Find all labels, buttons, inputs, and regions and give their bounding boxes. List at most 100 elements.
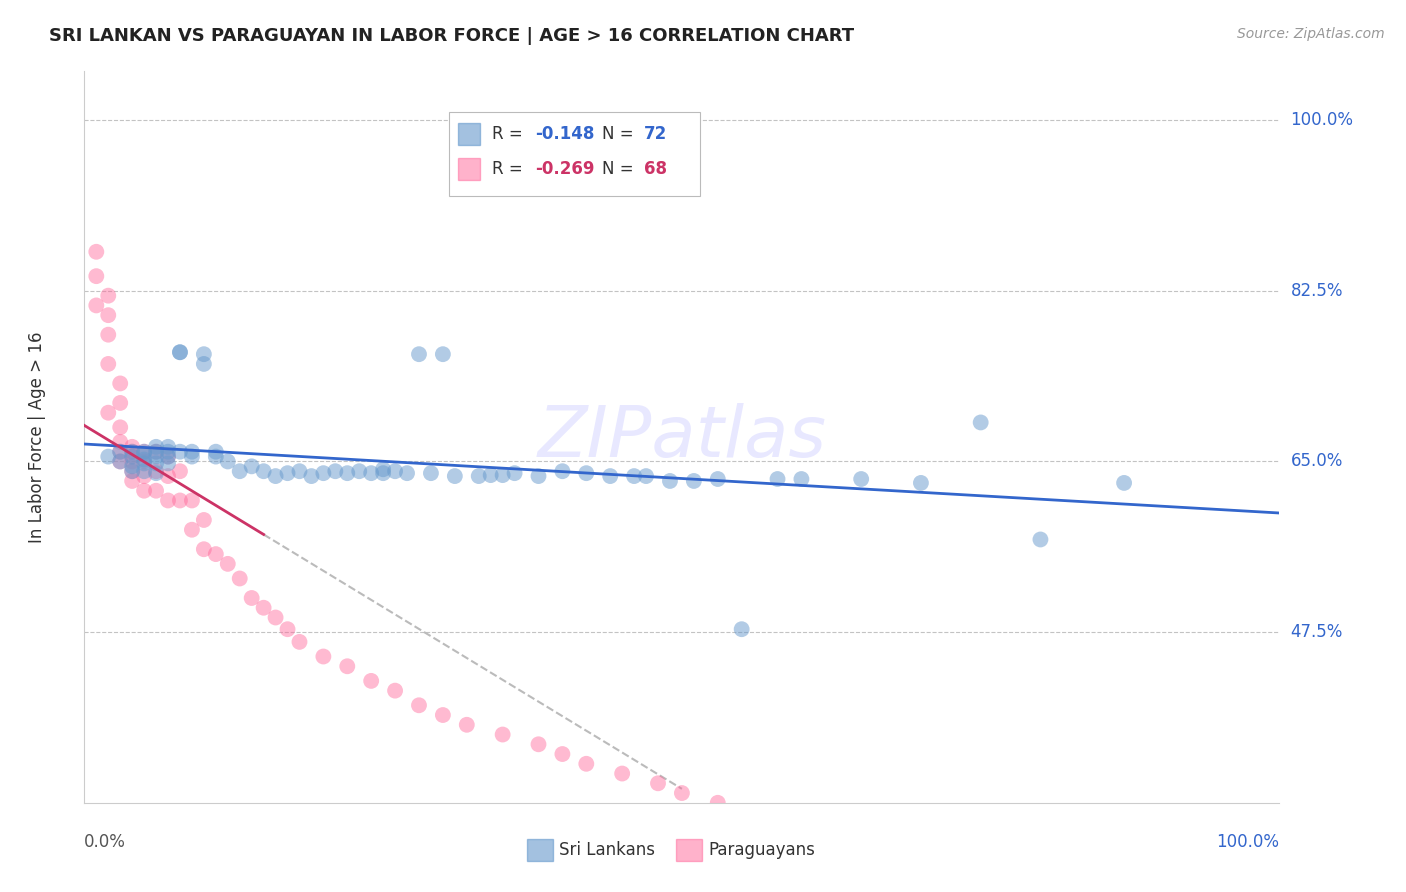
Point [240,459,263,474]
Point [121,444,143,458]
Point [456,718,478,732]
Point [132,444,156,458]
Point [169,345,191,359]
Text: 65.0%: 65.0% [1291,452,1343,470]
Point [193,513,215,527]
Point [169,464,191,478]
Bar [527,839,553,862]
Text: 72: 72 [644,125,666,143]
Point [121,474,143,488]
Point [360,466,382,480]
Point [181,493,204,508]
Text: 47.5%: 47.5% [1291,624,1343,641]
Point [157,469,180,483]
Point [408,347,430,361]
Point [110,396,132,410]
Text: 100.0%: 100.0% [1216,833,1279,851]
Point [970,883,993,892]
Point [205,547,228,561]
Text: 68: 68 [644,160,666,178]
Point [193,542,215,557]
Point [312,649,335,664]
Point [169,493,191,508]
Point [612,766,634,780]
Point [121,459,143,474]
Point [253,464,276,478]
Text: N =: N = [602,125,638,143]
Point [479,468,502,483]
Point [970,416,993,430]
Point [121,464,143,478]
Point [312,466,335,480]
Point [420,466,443,480]
Point [121,450,143,464]
Point [169,345,191,359]
Point [121,450,143,464]
Point [551,747,574,761]
Point [946,873,969,888]
Point [527,737,550,751]
Point [360,673,382,688]
Point [766,472,789,486]
Point [373,466,395,480]
Point [503,466,526,480]
Point [97,406,120,420]
Bar [676,839,702,862]
Point [432,347,454,361]
Point [97,357,120,371]
Point [910,475,932,490]
Point [444,469,467,483]
Point [132,469,156,483]
Point [336,659,359,673]
Point [396,466,419,480]
Point [145,440,167,454]
Point [240,591,263,605]
Point [325,464,347,478]
Text: R =: R = [492,125,527,143]
Point [647,776,669,790]
Point [671,786,693,800]
Point [132,483,156,498]
Point [132,457,156,471]
Point [145,444,167,458]
Point [408,698,430,713]
Bar [458,122,479,145]
Point [527,469,550,483]
Text: 0.0%: 0.0% [84,833,127,851]
Point [373,462,395,476]
Point [264,610,287,624]
Point [121,464,143,478]
Point [157,450,180,464]
Point [288,635,311,649]
Point [132,452,156,467]
Point [851,472,873,486]
Point [121,454,143,468]
Point [277,622,299,636]
Point [110,420,132,434]
Point [790,472,813,486]
Point [145,464,167,478]
Point [264,469,287,483]
Text: N =: N = [602,160,638,178]
Point [181,450,204,464]
Point [623,469,645,483]
Point [766,815,789,830]
Point [707,472,730,486]
Text: -0.269: -0.269 [534,160,595,178]
Point [97,308,120,322]
Text: In Labor Force | Age > 16: In Labor Force | Age > 16 [28,331,45,543]
Point [132,447,156,461]
Point [193,357,215,371]
Point [132,464,156,478]
Point [336,466,359,480]
FancyBboxPatch shape [449,112,700,195]
Point [157,450,180,464]
Point [886,855,908,869]
Point [145,466,167,480]
Text: R =: R = [492,160,527,178]
Text: Paraguayans: Paraguayans [709,841,815,859]
Point [551,464,574,478]
Point [145,444,167,458]
Point [157,457,180,471]
Point [636,469,658,483]
